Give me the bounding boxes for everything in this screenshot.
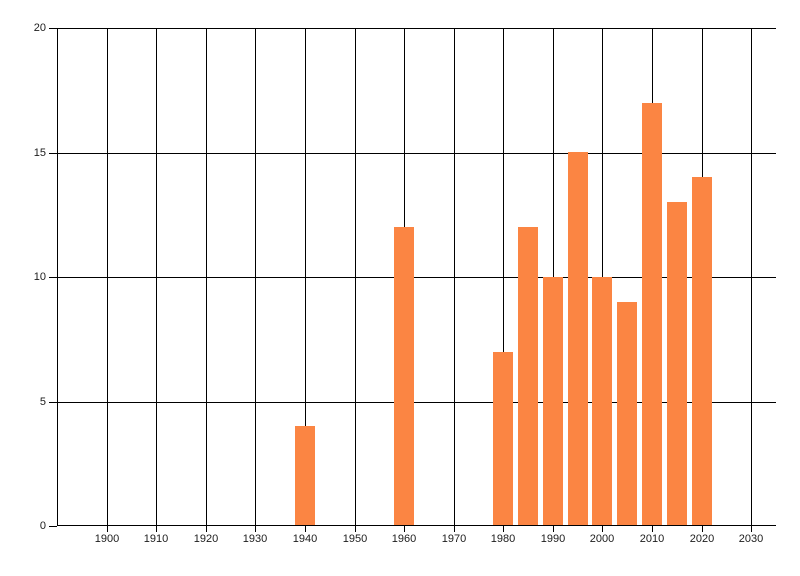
y-tick-label: 0 bbox=[39, 520, 46, 532]
bar bbox=[692, 177, 712, 526]
grid-line-horizontal bbox=[57, 402, 776, 403]
x-tick bbox=[751, 526, 752, 532]
x-tick bbox=[503, 526, 504, 532]
x-tick bbox=[652, 526, 653, 532]
bar bbox=[543, 277, 563, 526]
x-tick bbox=[404, 526, 405, 532]
bar bbox=[493, 352, 513, 526]
x-tick bbox=[602, 526, 603, 532]
bar bbox=[617, 302, 637, 526]
bar bbox=[518, 227, 538, 526]
x-tick bbox=[206, 526, 207, 532]
x-tick-label: 1900 bbox=[94, 533, 120, 545]
y-tick bbox=[49, 28, 57, 29]
x-tick-label: 1910 bbox=[143, 533, 169, 545]
x-tick-label: 2030 bbox=[738, 533, 764, 545]
grid-line-horizontal bbox=[57, 277, 776, 278]
y-tick-label: 20 bbox=[33, 22, 46, 34]
bar bbox=[568, 152, 588, 526]
x-tick-label: 1920 bbox=[193, 533, 219, 545]
x-tick-label: 1940 bbox=[292, 533, 318, 545]
x-tick bbox=[255, 526, 256, 532]
y-tick-label: 10 bbox=[33, 271, 46, 283]
x-tick-label: 1960 bbox=[391, 533, 417, 545]
x-tick bbox=[107, 526, 108, 532]
x-tick bbox=[355, 526, 356, 532]
bar bbox=[592, 277, 612, 526]
y-tick bbox=[49, 153, 57, 154]
x-tick-label: 1980 bbox=[490, 533, 516, 545]
bar bbox=[295, 426, 315, 526]
plot-area bbox=[57, 28, 776, 526]
y-tick bbox=[49, 526, 57, 527]
y-tick-label: 15 bbox=[33, 147, 46, 159]
x-tick bbox=[553, 526, 554, 532]
x-tick bbox=[305, 526, 306, 532]
x-tick-label: 2020 bbox=[689, 533, 715, 545]
bar bbox=[394, 227, 414, 526]
x-tick-label: 1990 bbox=[540, 533, 566, 545]
y-tick bbox=[49, 402, 57, 403]
bar bbox=[642, 103, 662, 526]
x-tick-label: 1950 bbox=[342, 533, 368, 545]
y-tick bbox=[49, 277, 57, 278]
y-tick-label: 5 bbox=[39, 396, 46, 408]
x-axis-line bbox=[57, 525, 776, 526]
x-tick bbox=[702, 526, 703, 532]
x-tick bbox=[156, 526, 157, 532]
bar bbox=[667, 202, 687, 526]
x-tick bbox=[454, 526, 455, 532]
grid-line-horizontal bbox=[57, 28, 776, 29]
x-tick-label: 2000 bbox=[589, 533, 615, 545]
x-tick-label: 1970 bbox=[441, 533, 467, 545]
grid-line-horizontal bbox=[57, 153, 776, 154]
x-tick-label: 2010 bbox=[639, 533, 665, 545]
x-tick-label: 1930 bbox=[242, 533, 268, 545]
